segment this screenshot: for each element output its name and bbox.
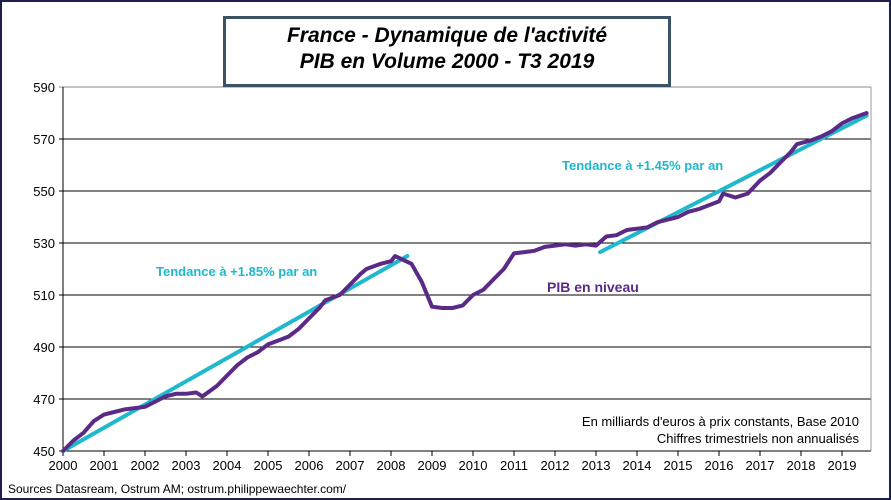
x-tick-label: 2002: [131, 458, 160, 473]
x-tick-label: 2011: [500, 458, 528, 473]
x-tick-label: 2012: [541, 458, 570, 473]
series-line-pib: [61, 111, 869, 453]
annotation-trend-1: Tendance à +1.85% par an: [156, 264, 317, 279]
units-note-1: En milliards d'euros à prix constants, B…: [582, 414, 859, 429]
y-tick-label: 570: [33, 132, 55, 147]
annotation-level: PIB en niveau: [547, 279, 639, 295]
x-tick-label: 2007: [336, 458, 365, 473]
x-tick-label: 2005: [254, 458, 283, 473]
x-tick-label: 2001: [90, 458, 119, 473]
chart-title: France - Dynamique de l'activité PIB en …: [223, 16, 671, 87]
annotation-trend-2: Tendance à +1.45% par an: [562, 158, 723, 173]
source-note: Sources Datasream, Ostrum AM; ostrum.phi…: [8, 482, 347, 496]
y-tick-label: 510: [33, 288, 55, 303]
x-tick-label: 2006: [295, 458, 324, 473]
y-tick-label: 530: [33, 236, 55, 251]
x-tick-label: 2017: [746, 458, 775, 473]
y-tick-label: 470: [33, 392, 55, 407]
y-tick-label: 550: [33, 184, 55, 199]
units-note-2: Chiffres trimestriels non annualisés: [657, 431, 860, 446]
title-line-2: PIB en Volume 2000 - T3 2019: [299, 50, 595, 73]
y-tick-label: 490: [33, 340, 55, 355]
x-tick-label: 2010: [459, 458, 488, 473]
x-tick-label: 2009: [418, 458, 447, 473]
x-tick-label: 2016: [705, 458, 734, 473]
x-tick-label: 2003: [172, 458, 201, 473]
y-tick-label: 450: [33, 444, 55, 459]
series-line-trend-1: [61, 254, 410, 453]
x-tick-label: 2013: [582, 458, 611, 473]
x-tick-label: 2000: [49, 458, 78, 473]
x-tick-label: 2018: [787, 458, 816, 473]
title-line-1: France - Dynamique de l'activité: [286, 24, 608, 47]
x-tick-label: 2014: [623, 458, 652, 473]
y-tick-label: 590: [33, 80, 55, 95]
x-tick-label: 2004: [213, 458, 242, 473]
series-line-trend-2: [598, 113, 869, 255]
x-tick-label: 2015: [664, 458, 693, 473]
x-tick-label: 2008: [377, 458, 406, 473]
x-tick-label: 2019: [828, 458, 857, 473]
